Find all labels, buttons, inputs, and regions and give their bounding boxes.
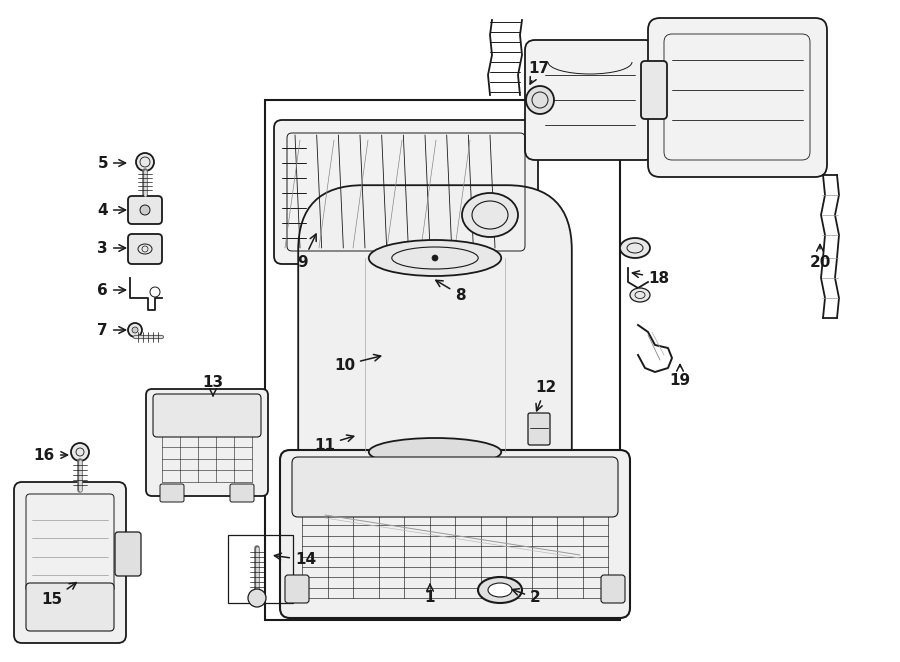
Circle shape xyxy=(128,323,142,337)
Bar xyxy=(265,100,620,620)
FancyBboxPatch shape xyxy=(230,484,254,502)
Ellipse shape xyxy=(369,240,501,276)
Text: 10: 10 xyxy=(334,354,381,373)
FancyBboxPatch shape xyxy=(280,450,630,618)
Text: 17: 17 xyxy=(528,60,549,84)
Circle shape xyxy=(136,153,154,171)
Text: 13: 13 xyxy=(202,375,223,396)
Ellipse shape xyxy=(620,238,650,258)
Text: 6: 6 xyxy=(97,283,125,297)
Text: 7: 7 xyxy=(97,322,125,338)
FancyBboxPatch shape xyxy=(528,413,550,445)
Text: 19: 19 xyxy=(670,365,690,387)
Text: 18: 18 xyxy=(633,271,669,285)
Text: 3: 3 xyxy=(97,240,125,256)
Circle shape xyxy=(71,443,89,461)
Circle shape xyxy=(248,589,266,607)
FancyBboxPatch shape xyxy=(292,457,618,517)
Text: 11: 11 xyxy=(314,435,354,453)
FancyBboxPatch shape xyxy=(274,120,538,264)
Ellipse shape xyxy=(478,577,522,603)
FancyBboxPatch shape xyxy=(525,40,655,160)
Circle shape xyxy=(132,327,138,333)
Ellipse shape xyxy=(488,583,512,597)
FancyBboxPatch shape xyxy=(146,389,268,496)
Text: 8: 8 xyxy=(436,280,465,303)
FancyBboxPatch shape xyxy=(128,196,162,224)
Text: 20: 20 xyxy=(809,244,831,269)
FancyBboxPatch shape xyxy=(285,575,309,603)
Text: 2: 2 xyxy=(512,589,541,606)
FancyBboxPatch shape xyxy=(298,185,572,525)
Bar xyxy=(228,535,293,603)
FancyBboxPatch shape xyxy=(128,234,162,264)
Text: 14: 14 xyxy=(274,553,316,567)
Circle shape xyxy=(432,255,438,261)
Text: 4: 4 xyxy=(97,203,125,218)
FancyBboxPatch shape xyxy=(153,394,261,437)
Text: 12: 12 xyxy=(535,381,556,411)
FancyBboxPatch shape xyxy=(26,583,114,631)
FancyBboxPatch shape xyxy=(160,484,184,502)
Ellipse shape xyxy=(462,193,518,237)
Text: 15: 15 xyxy=(40,583,76,608)
Ellipse shape xyxy=(526,86,554,114)
Circle shape xyxy=(140,205,150,215)
FancyBboxPatch shape xyxy=(648,18,827,177)
FancyBboxPatch shape xyxy=(641,61,667,119)
Text: 5: 5 xyxy=(97,156,125,171)
Text: 9: 9 xyxy=(297,234,316,269)
FancyBboxPatch shape xyxy=(14,482,126,643)
Text: 16: 16 xyxy=(34,448,68,463)
Text: 1: 1 xyxy=(425,585,436,606)
Ellipse shape xyxy=(630,288,650,302)
FancyBboxPatch shape xyxy=(115,532,141,576)
Ellipse shape xyxy=(369,438,501,466)
FancyBboxPatch shape xyxy=(601,575,625,603)
